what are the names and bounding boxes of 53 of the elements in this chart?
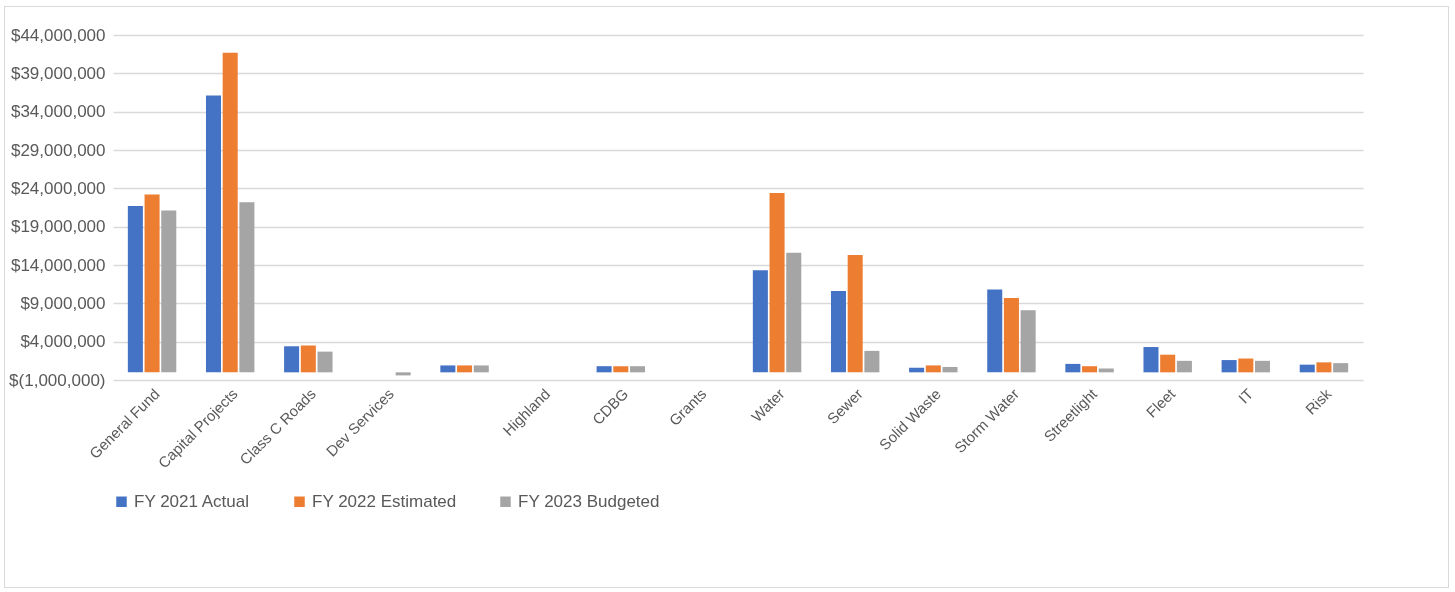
bar	[1065, 363, 1081, 373]
bar	[127, 205, 143, 373]
bar	[769, 192, 785, 373]
y-tick-label: $14,000,000	[10, 255, 106, 275]
bar	[1020, 310, 1036, 373]
y-tick-label: $44,000,000	[10, 25, 106, 45]
y-tick-label: $4,000,000	[20, 332, 106, 352]
bar	[473, 365, 489, 373]
legend-label: FY 2021 Actual	[134, 491, 249, 511]
bar	[1333, 363, 1349, 373]
bar	[1255, 360, 1271, 373]
y-tick-label: $19,000,000	[10, 217, 106, 237]
y-tick-label: $(1,000,000)	[9, 370, 106, 390]
bar	[284, 346, 300, 373]
bar	[847, 255, 863, 373]
bar	[300, 345, 316, 373]
bar	[613, 366, 629, 373]
bar	[161, 210, 177, 373]
bar	[1003, 297, 1019, 373]
bar	[942, 366, 958, 373]
bar	[1176, 360, 1192, 373]
y-tick-label: $39,000,000	[10, 63, 106, 83]
bar	[752, 270, 768, 373]
bar	[1316, 362, 1332, 373]
bar	[864, 350, 880, 373]
y-tick-label: $24,000,000	[10, 178, 106, 198]
bar	[1160, 354, 1176, 373]
bar	[1082, 366, 1098, 373]
bar	[239, 202, 255, 373]
bar	[395, 372, 411, 376]
y-tick-label: $29,000,000	[10, 140, 106, 160]
bar	[596, 366, 612, 373]
bar	[1221, 360, 1237, 373]
x-tick-label: Risk	[1301, 384, 1335, 418]
bar	[830, 291, 846, 373]
bar	[786, 252, 802, 373]
bar	[630, 366, 646, 373]
legend-label: FY 2022 Estimated	[312, 491, 457, 511]
bar	[925, 365, 941, 373]
bar	[222, 52, 238, 373]
legend-label: FY 2023 Budgeted	[518, 491, 660, 511]
y-tick-label: $34,000,000	[10, 102, 106, 122]
x-tick-label: IT	[1234, 385, 1257, 407]
bar	[457, 365, 473, 373]
bar	[317, 351, 333, 373]
bar	[440, 365, 456, 373]
bar	[1143, 347, 1159, 373]
bar	[1299, 364, 1315, 373]
bar	[144, 194, 160, 373]
bar	[1238, 358, 1254, 373]
y-tick-label: $9,000,000	[20, 293, 106, 313]
bar	[987, 289, 1003, 373]
bar	[205, 95, 221, 373]
